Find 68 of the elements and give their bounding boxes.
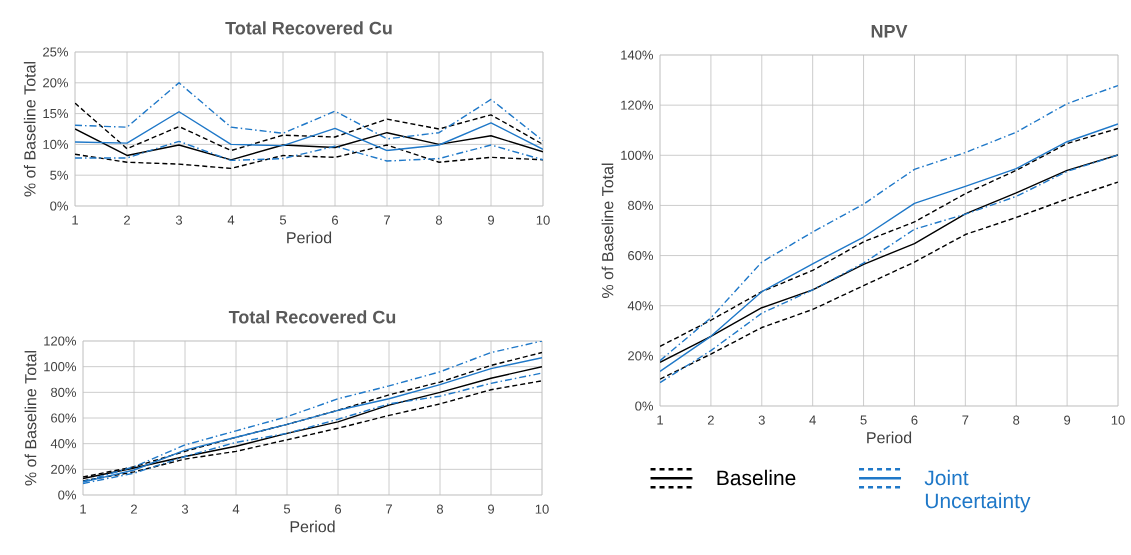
y-tick-label: 120%: [621, 100, 654, 110]
y-tick-label: 10%: [43, 139, 69, 149]
y-tick-label: 140%: [621, 50, 654, 60]
line-series: [75, 140, 543, 162]
y-tick-label: 20%: [43, 78, 69, 88]
y-tick-label: 40%: [50, 439, 77, 449]
x-tick-label: 3: [758, 415, 765, 425]
x-tick-label: 2: [707, 415, 714, 425]
x-tick-label: 1: [657, 415, 663, 425]
y-tick-label: 120%: [44, 336, 77, 346]
y-tick-label: 40%: [627, 301, 654, 311]
x-tick-label: 1: [72, 215, 78, 225]
y-tick-label: 100%: [44, 362, 77, 372]
chart-title: NPV: [871, 25, 908, 38]
x-tick-label: 3: [181, 504, 189, 514]
y-tick-label: 15%: [43, 109, 69, 119]
x-tick-label: 5: [283, 504, 291, 514]
x-tick-label: 8: [436, 504, 444, 514]
line-series: [75, 111, 543, 152]
x-tick-label: 2: [124, 215, 130, 225]
legend-label: Joint Uncertainty: [924, 469, 1031, 513]
legend-label: Baseline: [717, 469, 796, 486]
x-axis-title: Period: [290, 520, 335, 533]
x-axis-title: Period: [287, 231, 332, 244]
y-tick-label: 60%: [51, 413, 77, 423]
x-tick-label: 6: [911, 415, 918, 425]
x-tick-label: 10: [536, 215, 550, 225]
x-tick-label: 6: [335, 504, 342, 514]
y-axis-title: % of Baseline Total: [23, 62, 36, 197]
x-tick-label: 10: [535, 504, 549, 514]
x-tick-label: 4: [227, 215, 235, 225]
x-axis-title: Period: [867, 431, 912, 444]
line-series: [75, 82, 543, 142]
y-tick-label: 0%: [50, 201, 69, 211]
x-tick-label: 7: [384, 215, 390, 225]
y-tick-label: 20%: [628, 351, 654, 361]
y-tick-label: 5%: [50, 170, 69, 180]
x-tick-label: 10: [1111, 415, 1125, 425]
line-series: [660, 84, 1118, 362]
x-tick-label: 3: [175, 215, 183, 225]
x-tick-label: 1: [80, 504, 86, 514]
x-tick-label: 9: [488, 504, 495, 514]
y-axis-title: % of Baseline Total: [24, 351, 37, 486]
x-tick-label: 7: [962, 415, 969, 425]
y-tick-label: 60%: [628, 250, 654, 261]
x-tick-label: 8: [435, 215, 443, 225]
chart-title: Total Recovered Cu: [225, 21, 392, 35]
x-tick-label: 9: [1064, 415, 1071, 425]
x-tick-label: 6: [332, 215, 339, 225]
y-tick-label: 80%: [628, 200, 654, 211]
x-tick-label: 9: [488, 215, 494, 225]
y-tick-label: 25%: [43, 47, 69, 57]
x-tick-label: 4: [809, 415, 816, 425]
x-tick-label: 4: [232, 504, 240, 514]
y-axis-title: % of Baseline Total: [601, 163, 614, 298]
x-tick-label: 2: [131, 504, 137, 514]
y-tick-label: 100%: [621, 150, 654, 160]
y-tick-label: 20%: [51, 464, 77, 474]
chart-title: Total Recovered Cu: [228, 310, 396, 324]
line-series: [75, 102, 543, 152]
x-tick-label: 5: [860, 415, 867, 425]
x-tick-label: 5: [279, 215, 287, 225]
x-tick-label: 8: [1013, 415, 1020, 425]
y-tick-label: 80%: [51, 387, 77, 397]
line-series: [75, 128, 543, 161]
y-tick-label: 0%: [635, 401, 654, 411]
x-tick-label: 7: [386, 504, 392, 514]
y-tick-label: 0%: [58, 490, 77, 500]
